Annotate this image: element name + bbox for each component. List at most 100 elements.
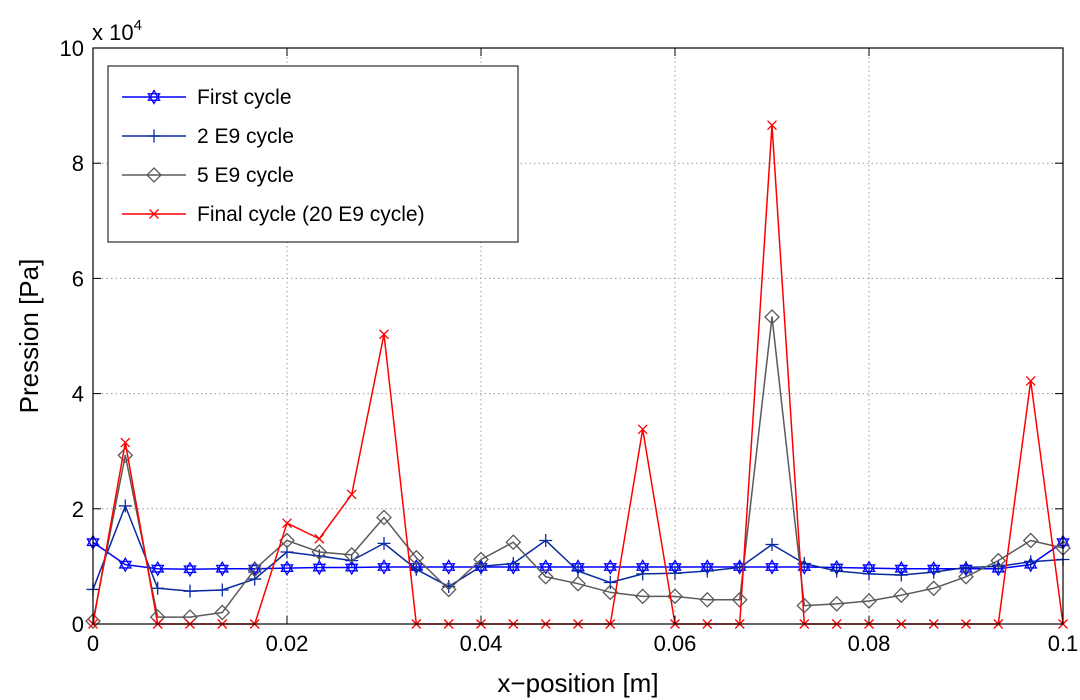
point-marker (637, 424, 648, 435)
point-marker (118, 556, 133, 569)
x-tick-label: 0.08 (848, 631, 891, 656)
legend-entry: 2 E9 cycle (122, 125, 294, 148)
point-marker (700, 563, 715, 575)
point-marker (958, 568, 974, 585)
legend-entry: 5 E9 cycle (122, 164, 294, 187)
legend-entry: First cycle (122, 86, 292, 109)
point-marker (731, 591, 748, 608)
point-marker (765, 538, 779, 552)
legend: First cycle 2 E9 cycle 5 E9 cycle Final cyc… (107, 65, 519, 243)
x-tick-label: 0.02 (266, 631, 309, 656)
point-marker (379, 329, 389, 340)
x-axis-label: x−position [m] (497, 668, 658, 698)
point-marker (376, 509, 392, 526)
point-marker (441, 563, 456, 575)
point-marker (636, 567, 650, 581)
point-marker (991, 559, 1005, 573)
y-tick-label: 2 (72, 497, 84, 522)
point-marker (894, 564, 909, 577)
point-marker (603, 563, 618, 575)
point-marker (570, 575, 586, 592)
point-marker (506, 557, 520, 571)
point-marker (247, 564, 262, 577)
x-tick-label: 0.1 (1048, 631, 1079, 656)
point-marker (440, 581, 457, 598)
point-marker (668, 566, 682, 580)
ticks: 0 0.02 0.04 0.06 0.08 0.1 0 2 4 6 8 10 (60, 36, 1079, 656)
point-marker (312, 563, 327, 576)
point-marker (344, 559, 359, 572)
point-marker (1024, 555, 1038, 569)
point-marker (183, 561, 197, 574)
point-marker (894, 568, 908, 582)
point-marker (990, 552, 1007, 569)
point-marker (829, 563, 844, 576)
point-marker (893, 587, 910, 604)
point-marker (538, 563, 553, 575)
legend-box (107, 65, 519, 243)
point-marker (311, 544, 328, 560)
point-marker (343, 546, 360, 563)
point-marker (700, 564, 714, 578)
y-tick-label: 8 (72, 151, 84, 176)
point-marker (215, 564, 230, 577)
point-marker (346, 489, 357, 500)
point-marker (85, 613, 101, 630)
legend-label: Final cycle (20 E9 cycle) (197, 203, 425, 226)
point-marker (146, 167, 162, 183)
point-marker (280, 564, 294, 576)
x-tick-label: 0.04 (460, 631, 503, 656)
point-marker (377, 559, 391, 571)
point-marker (280, 560, 294, 573)
y-tick-label: 10 (60, 36, 84, 61)
y-axis-label: Pression [Pa] (14, 259, 44, 414)
point-marker (120, 437, 131, 448)
point-marker (377, 563, 391, 575)
point-marker (149, 209, 159, 219)
point-marker (862, 567, 876, 581)
legend-label: 5 E9 cycle (197, 164, 294, 187)
point-marker (151, 581, 165, 595)
point-marker (215, 583, 229, 597)
point-marker (603, 576, 617, 590)
legend-entry: Final cycle (20 E9 cycle) (122, 203, 425, 226)
point-marker (118, 560, 133, 573)
point-marker (505, 534, 522, 551)
point-marker (828, 595, 845, 612)
y-tick-label: 0 (72, 612, 84, 637)
x-tick-label: 0.06 (654, 631, 697, 656)
point-marker (118, 499, 132, 513)
point-marker (246, 561, 263, 578)
point-marker (571, 564, 585, 578)
point-marker (634, 588, 651, 605)
point-marker (282, 518, 292, 529)
point-marker (765, 559, 779, 571)
point-marker (150, 560, 165, 573)
point-marker (248, 572, 262, 586)
series-3 (85, 309, 1071, 630)
point-marker (797, 559, 812, 571)
point-marker (345, 554, 359, 568)
point-marker (506, 559, 521, 571)
point-marker (147, 129, 161, 143)
point-marker (312, 559, 327, 572)
point-marker (603, 559, 618, 571)
point-marker (183, 565, 197, 578)
point-marker (183, 584, 197, 598)
point-marker (767, 120, 777, 131)
point-marker (699, 591, 716, 608)
point-marker (537, 568, 554, 585)
plot-area-frame (92, 47, 1064, 625)
series-line (92, 505, 1064, 592)
y-axis-exponent: x 104 (92, 17, 142, 45)
point-marker (377, 536, 391, 550)
point-marker (538, 559, 553, 571)
series-2 (86, 499, 1070, 598)
point-marker (1022, 532, 1039, 549)
point-marker (927, 565, 941, 579)
point-marker (765, 563, 779, 575)
point-marker (862, 564, 876, 576)
legend-label: First cycle (197, 86, 292, 109)
y-tick-label: 6 (72, 266, 84, 291)
point-marker (668, 563, 682, 575)
